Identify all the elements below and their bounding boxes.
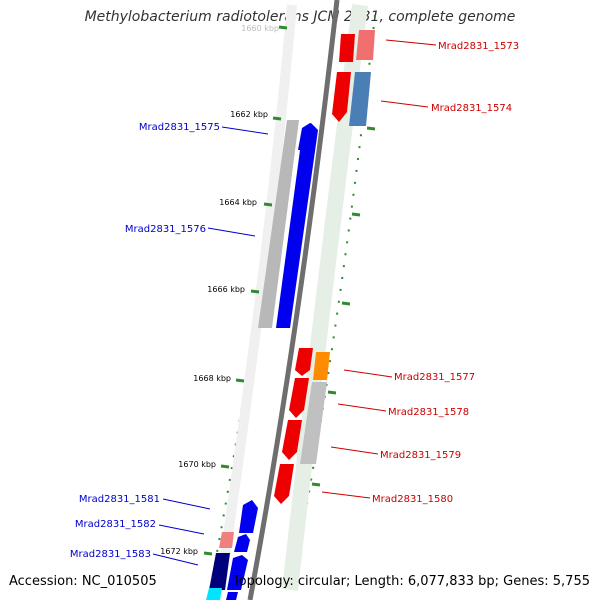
gene-arrow-mrad2831-1576[interactable]	[276, 123, 318, 328]
ruler-label: 1664 kbp	[219, 198, 257, 207]
gene-label[interactable]: Mrad2831_1582	[75, 519, 156, 530]
ruler-label: 1666 kbp	[207, 285, 245, 294]
gene-label[interactable]: Mrad2831_1577	[394, 372, 475, 383]
gene-label[interactable]: Mrad2831_1575	[139, 122, 220, 133]
gene-arrow-mrad2831-1577b[interactable]	[313, 352, 330, 380]
outer-feature-track	[282, 3, 368, 591]
gene-arrow-mrad2831-1577[interactable]	[295, 348, 313, 376]
gene-arrow-mrad2831-1574[interactable]	[332, 72, 351, 122]
accession-text: Accession: NC_010505	[9, 574, 157, 589]
cds-track	[258, 120, 299, 328]
genome-title: Methylobacterium radiotolerans JCM 2831,…	[84, 9, 516, 25]
reverse-genes	[274, 30, 375, 504]
gene-label[interactable]: Mrad2831_1578	[388, 407, 469, 418]
gene-label[interactable]: Mrad2831_1583	[70, 549, 151, 560]
gene-arrow-blue-bottom[interactable]	[226, 592, 238, 600]
gene-arrow-mrad2831-1583b[interactable]	[227, 555, 248, 590]
gene-label[interactable]: Mrad2831_1576	[125, 224, 206, 235]
gene-arrow-mrad2831-1578[interactable]	[289, 378, 309, 418]
gene-arrow-mrad2831-1575[interactable]	[298, 123, 316, 150]
ruler-label: 1670 kbp	[178, 460, 216, 469]
gene-arrow-cyan[interactable]	[206, 588, 222, 600]
ruler-label: 1672 kbp	[160, 547, 198, 556]
gene-arrow-mrad2831-1582b[interactable]	[234, 534, 250, 552]
gene-label[interactable]: Mrad2831_1581	[79, 494, 160, 505]
gene-arrow-mrad2831-1580[interactable]	[274, 464, 294, 504]
gene-label[interactable]: Mrad2831_1579	[380, 450, 461, 461]
ruler-label: 1660 kbp	[241, 24, 279, 33]
major-ticks	[203, 25, 376, 556]
gene-label[interactable]: Mrad2831_1574	[431, 103, 512, 114]
label-leaders	[152, 39, 437, 566]
genome-backbone	[247, 0, 340, 600]
genome-summary-text: Topology: circular; Length: 6,077,833 bp…	[232, 574, 590, 589]
gene-label[interactable]: Mrad2831_1573	[438, 41, 519, 52]
gene-arrow-mrad2831-1581[interactable]	[239, 500, 258, 533]
ruler-label: 1668 kbp	[193, 374, 231, 383]
gene-arrow-mrad2831-1573[interactable]	[339, 34, 355, 62]
cds-track-1578	[300, 382, 327, 464]
gene-label[interactable]: Mrad2831_1580	[372, 494, 453, 505]
ruler-label: 1662 kbp	[230, 110, 268, 119]
gene-arrow-mrad2831-1579[interactable]	[282, 420, 302, 460]
forward-genes	[206, 120, 318, 600]
gene-arrow-mrad2831-1574b[interactable]	[349, 72, 371, 126]
gene-arrow-mrad2831-1583[interactable]	[209, 553, 230, 590]
gene-arrow-mrad2831-1573b[interactable]	[356, 30, 375, 60]
inner-feature-track	[215, 4, 297, 591]
gene-arrow-mrad2831-1582[interactable]	[219, 532, 234, 548]
